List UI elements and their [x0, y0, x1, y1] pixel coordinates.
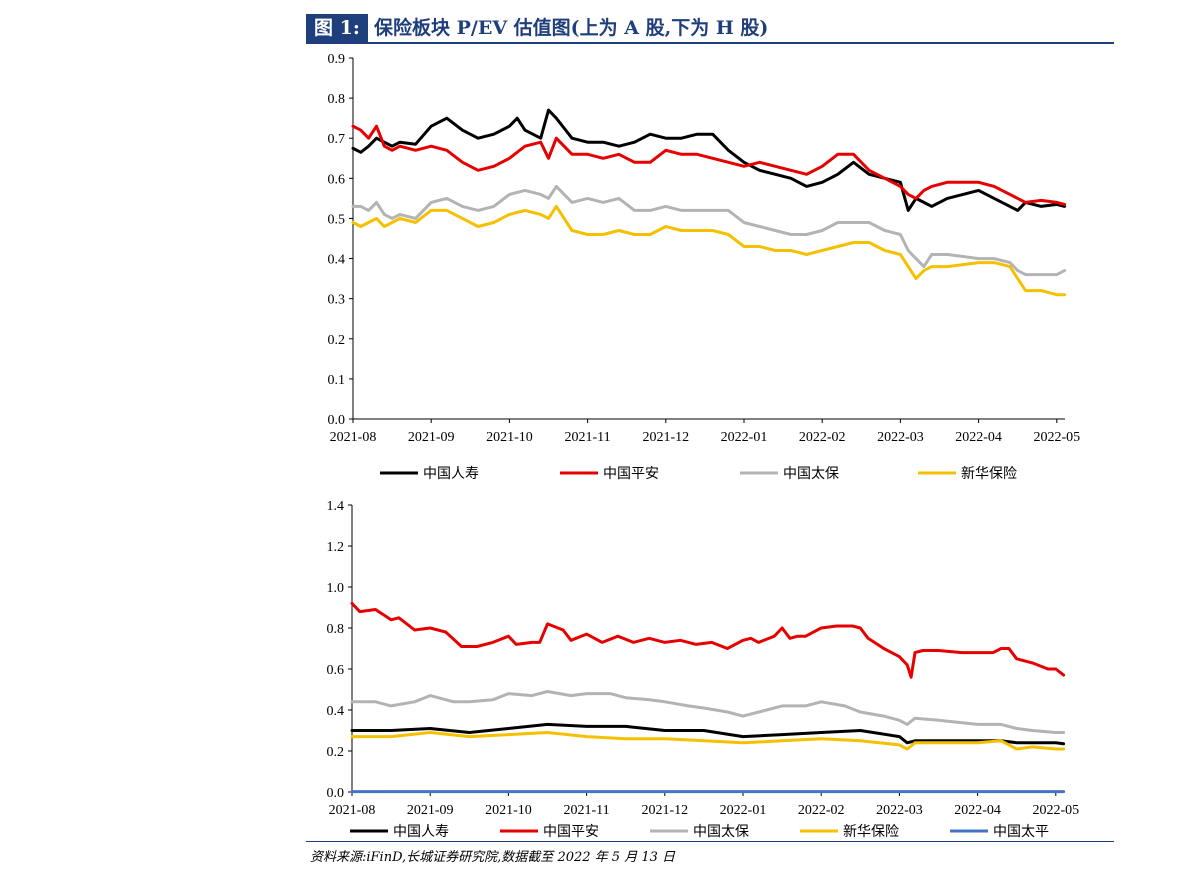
x-tick-label: 2021-10: [485, 803, 532, 818]
x-tick-label: 2021-09: [407, 803, 454, 818]
y-tick-label: 0.4: [328, 253, 346, 268]
chart-1: 0.0 0.1 0.2 0.3 0.4 0.5 0.6 0.7 0.8 0.9 2021-08 202…: [328, 52, 1081, 482]
footer-divider: [306, 841, 1114, 842]
x-tick-label: 2021-12: [641, 803, 688, 818]
x-tick-label: 2021-08: [330, 430, 377, 445]
y-tick-label: 0.0: [327, 786, 345, 801]
legend-label: 中国人寿: [423, 465, 479, 482]
y-tick-label: 0.6: [328, 172, 346, 187]
legend-label: 新华保险: [961, 466, 1017, 482]
figure-tag: 图 1:: [306, 14, 368, 42]
y-tick-label: 0.3: [328, 293, 346, 308]
series-line-中国人寿: [351, 108, 1067, 212]
x-tick-label: 2021-11: [564, 803, 610, 818]
x-tick-label: 2022-05: [1032, 803, 1079, 818]
series-line-中国太保: [350, 690, 1066, 734]
y-tick-label: 0.4: [327, 704, 345, 719]
series-line-新华保险: [350, 731, 1066, 751]
x-tick-label: 2021-08: [329, 803, 376, 818]
y-tick-label: 0.2: [328, 333, 346, 348]
y-tick-label: 1.4: [327, 499, 345, 514]
series-line-中国平安: [351, 124, 1067, 206]
series-line-新华保险: [351, 204, 1067, 297]
x-tick-label: 2022-03: [877, 430, 924, 445]
x-tick-label: 2022-01: [720, 803, 767, 818]
y-tick-label: 0.7: [328, 132, 346, 147]
x-tick-label: 2022-02: [798, 803, 845, 818]
x-tick-label: 2022-02: [799, 430, 846, 445]
y-tick-label: 0.8: [328, 92, 346, 107]
x-tick-label: 2021-09: [408, 430, 455, 445]
figure-header: 图 1: 保险板块 P/EV 估值图(上为 A 股,下为 H 股): [306, 14, 1114, 44]
y-tick-label: 0.6: [327, 663, 345, 678]
x-tick-label: 2022-05: [1033, 430, 1080, 445]
series-line-中国太保: [351, 184, 1067, 277]
y-tick-label: 1.2: [327, 540, 345, 555]
y-tick-label: 0.1: [328, 373, 346, 388]
x-tick-label: 2022-04: [954, 803, 1001, 818]
source-note: 资料来源:iFinD,长城证券研究院,数据截至 2022 年 5 月 13 日: [310, 850, 676, 865]
legend-label: 中国太保: [783, 466, 839, 482]
y-tick-label: 0.2: [327, 745, 345, 760]
x-tick-label: 2022-01: [721, 430, 768, 445]
legend-label: 中国人寿: [393, 823, 449, 840]
legend-label: 中国平安: [543, 824, 599, 840]
y-tick-label: 0.8: [327, 622, 345, 637]
legend-label: 中国太平: [993, 824, 1049, 840]
x-tick-label: 2021-12: [642, 430, 689, 445]
y-tick-label: 0.9: [328, 52, 346, 67]
y-tick-label: 1.0: [327, 581, 345, 596]
legend-label: 中国太保: [693, 824, 749, 840]
y-tick-label: 0.0: [328, 413, 346, 428]
x-tick-label: 2022-03: [876, 803, 923, 818]
figure-title: 保险板块 P/EV 估值图(上为 A 股,下为 H 股): [374, 17, 769, 39]
series-line-中国平安: [350, 601, 1066, 679]
y-tick-label: 0.5: [328, 212, 346, 227]
legend-label: 新华保险: [843, 824, 899, 840]
x-tick-label: 2022-04: [955, 430, 1002, 445]
x-tick-label: 2021-11: [565, 430, 611, 445]
legend-label: 中国平安: [603, 466, 659, 482]
chart-2: 0.0 0.2 0.4 0.6 0.8 1.0 1.2 1.4 2021-08 2021-09 20…: [327, 499, 1080, 840]
x-tick-label: 2021-10: [486, 430, 533, 445]
